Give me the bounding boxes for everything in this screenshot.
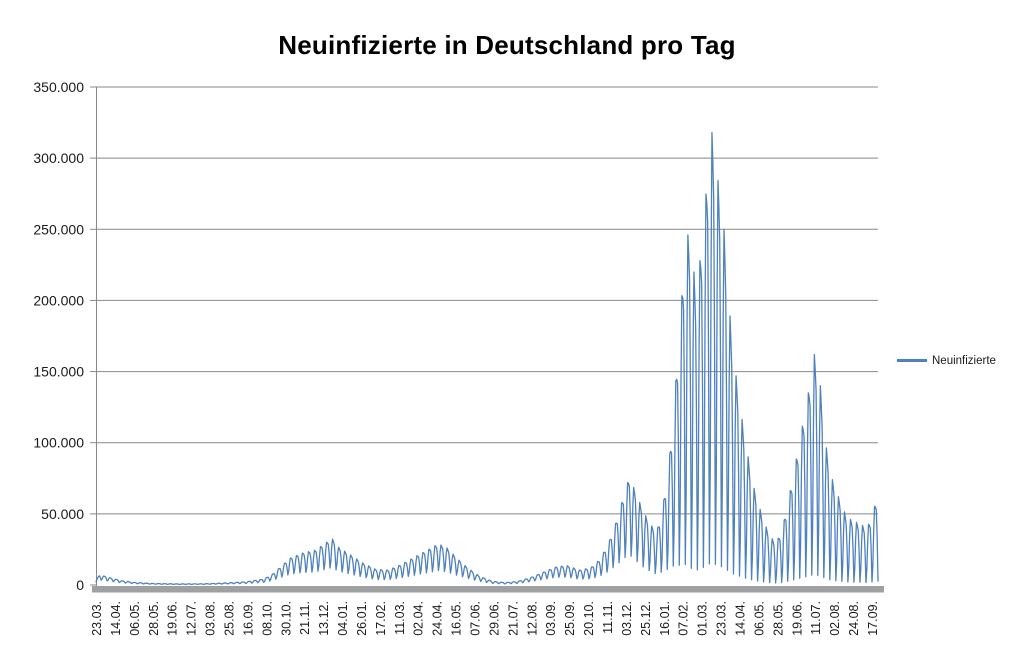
x-tick-label: 04.01. <box>336 601 350 636</box>
x-tick-label: 12.07. <box>185 601 199 636</box>
x-tick-label: 28.05. <box>147 601 161 636</box>
y-tick-label: 350.000 <box>33 79 84 95</box>
x-tick-label: 03.09. <box>544 601 558 636</box>
x-tick-label: 23.03. <box>715 601 729 636</box>
y-tick-label: 50.000 <box>41 506 84 522</box>
series-line <box>95 131 879 586</box>
x-tick-label: 14.04. <box>734 601 748 636</box>
x-tick-label: 11.11. <box>601 601 615 634</box>
x-tick-label: 24.08. <box>847 601 861 636</box>
x-tick-label: 17.09. <box>866 601 880 636</box>
y-tick-label: 100.000 <box>33 435 84 451</box>
x-tick-label: 08.10. <box>260 601 274 636</box>
x-tick-label: 11.03. <box>393 601 407 635</box>
y-tick-label: 0 <box>76 577 84 593</box>
x-tick-label: 11.07. <box>809 601 823 635</box>
legend-label: Neuinfizierte <box>932 354 996 367</box>
x-tick-label: 16.05. <box>450 601 464 636</box>
x-tick-label: 19.06. <box>790 601 804 636</box>
x-tick-label: 14.04. <box>109 601 123 636</box>
x-tick-label: 06.05. <box>128 601 142 636</box>
x-tick-label: 21.11. <box>298 601 312 635</box>
x-tick-label: 01.03. <box>696 601 710 636</box>
x-tick-label: 24.04. <box>431 601 445 636</box>
x-tick-label: 23.03. <box>90 601 104 636</box>
legend: Neuinfizierte <box>897 353 996 368</box>
x-tick-label: 25.08. <box>223 601 237 636</box>
x-tick-label: 03.12. <box>620 601 634 636</box>
x-tick-label: 19.06. <box>166 601 180 636</box>
x-tick-label: 21.07. <box>506 601 520 636</box>
x-tick-label: 07.02. <box>677 601 691 636</box>
x-tick-label: 29.06. <box>488 601 502 636</box>
x-tick-label: 12.08. <box>525 601 539 636</box>
y-tick-label: 200.000 <box>33 292 84 308</box>
x-tick-label: 28.05. <box>771 601 785 636</box>
x-tick-label: 13.12. <box>317 601 331 636</box>
y-tick-label: 250.000 <box>33 221 84 237</box>
y-tick-label: 150.000 <box>33 364 84 380</box>
x-tick-label: 06.05. <box>752 601 766 636</box>
y-tick-label: 300.000 <box>33 150 84 166</box>
x-tick-label: 26.01. <box>355 601 369 636</box>
x-tick-label: 07.06. <box>469 601 483 636</box>
x-tick-label: 03.08. <box>204 601 218 636</box>
x-tick-label: 02.04. <box>412 601 426 636</box>
chart-title: Neuinfizierte in Deutschland pro Tag <box>278 30 736 60</box>
x-tick-label: 17.02. <box>374 601 388 636</box>
x-tick-label: 20.10. <box>582 601 596 636</box>
x-axis-bar <box>92 586 884 593</box>
x-tick-label: 16.01. <box>658 601 672 636</box>
legend-line-sample <box>897 359 927 362</box>
x-tick-label: 25.09. <box>563 601 577 636</box>
x-tick-label: 16.09. <box>241 601 255 636</box>
x-tick-label: 25.12. <box>639 601 653 636</box>
x-tick-label: 02.08. <box>828 601 842 636</box>
x-tick-label: 30.10. <box>279 601 293 636</box>
